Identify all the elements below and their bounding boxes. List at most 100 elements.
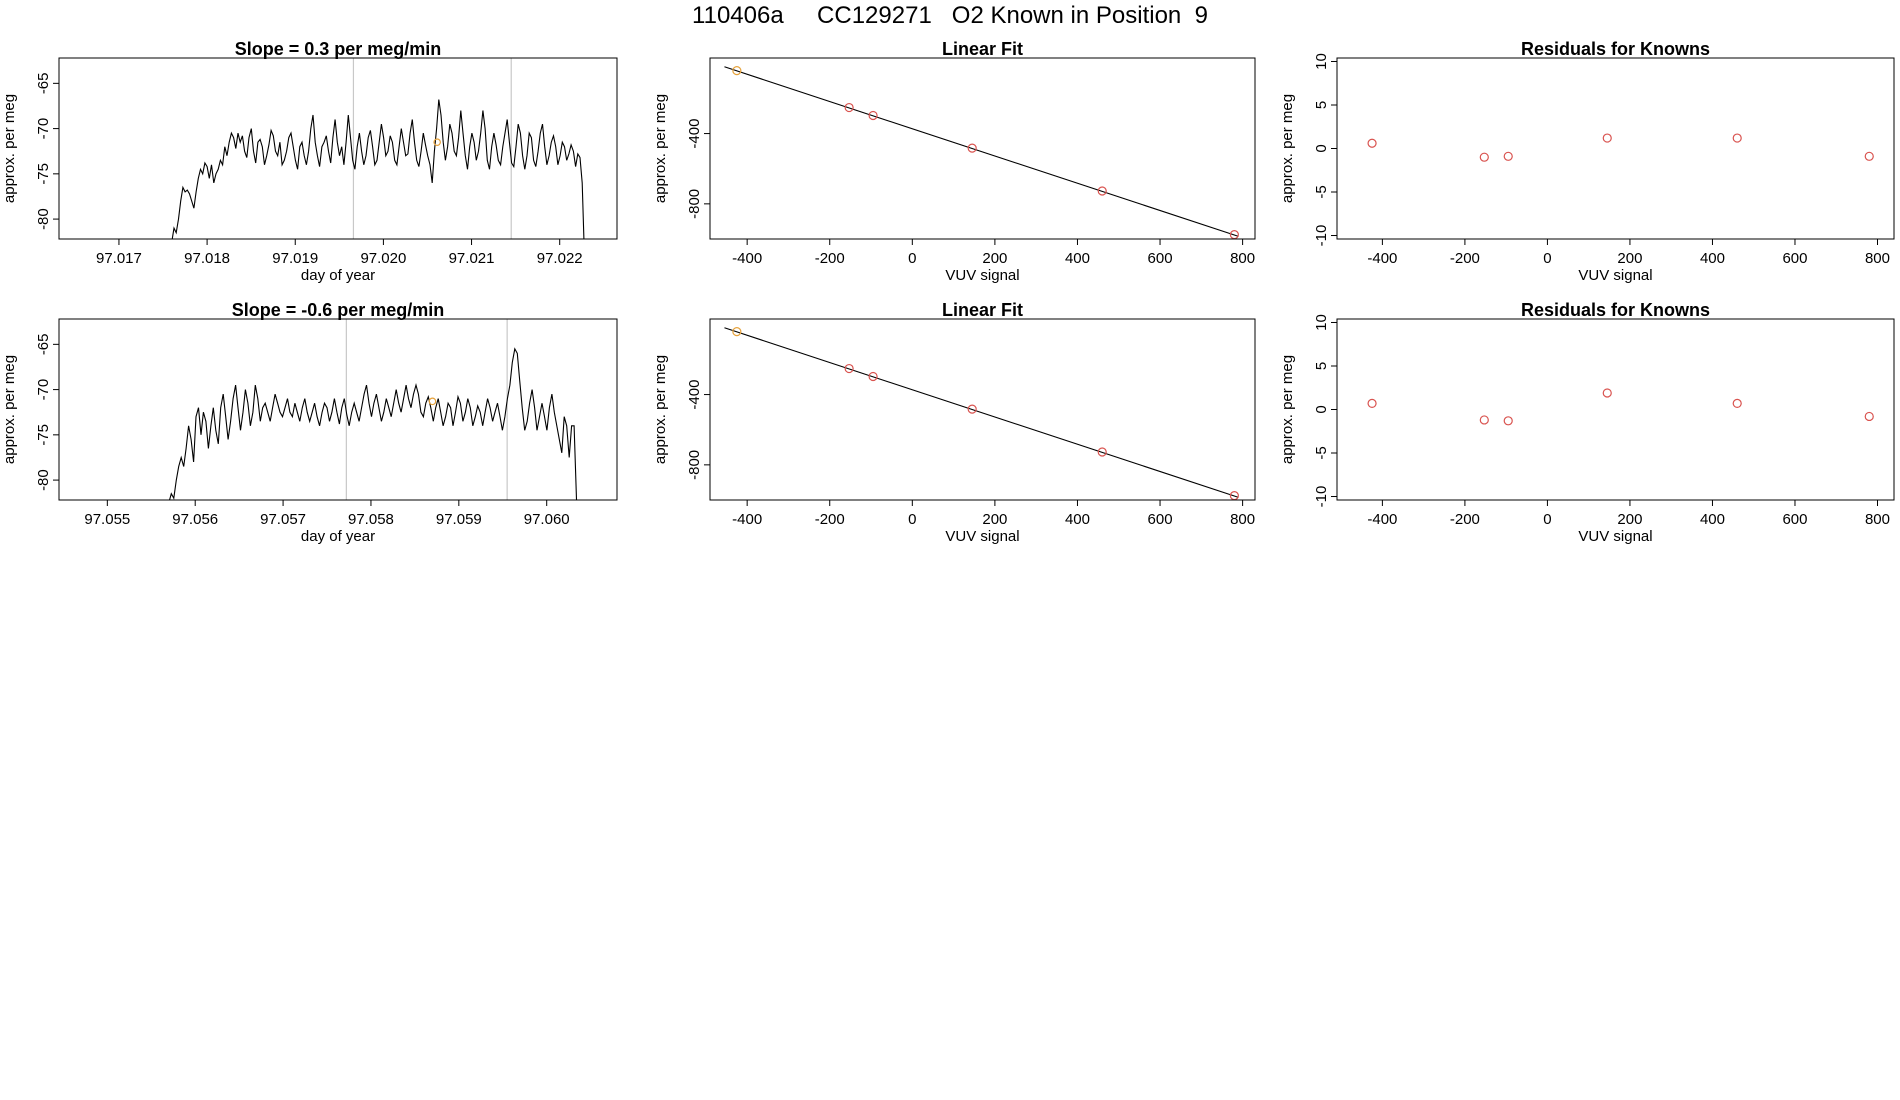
x-tick-label: -400 bbox=[1367, 250, 1397, 267]
plot-frame bbox=[709, 318, 1256, 501]
data-point bbox=[1479, 415, 1489, 425]
series-line bbox=[171, 99, 585, 239]
x-tick-label: -200 bbox=[1450, 511, 1480, 528]
data-point bbox=[844, 102, 854, 113]
figure-title: 110406a CC129271 O2 Known in Position 9 bbox=[692, 2, 1208, 29]
x-tick-label: 0 bbox=[1543, 250, 1551, 267]
x-tick-label: 200 bbox=[982, 250, 1007, 267]
y-tick-label: -65 bbox=[35, 72, 52, 94]
y-tick-label: 0 bbox=[1313, 144, 1330, 152]
x-tick-label: 200 bbox=[982, 511, 1007, 528]
y-tick-label: -80 bbox=[35, 469, 52, 491]
data-point bbox=[1097, 186, 1107, 196]
fit-line bbox=[724, 66, 1239, 237]
y-tick-label: -70 bbox=[35, 118, 52, 140]
data-point bbox=[1732, 398, 1742, 409]
y-tick-label: -70 bbox=[35, 379, 52, 401]
data-point bbox=[732, 327, 742, 337]
plot-data bbox=[724, 327, 1239, 500]
plot-frame bbox=[1336, 318, 1895, 501]
y-tick-label: -5 bbox=[1313, 185, 1330, 198]
x-tick-label: 800 bbox=[1865, 511, 1890, 528]
panel-title: Slope = -0.6 per meg/min bbox=[232, 300, 445, 320]
data-point bbox=[967, 404, 977, 414]
panel-title: Linear Fit bbox=[942, 300, 1023, 320]
y-tick-label: 10 bbox=[1313, 53, 1330, 70]
y-tick-label: -80 bbox=[35, 208, 52, 230]
y-tick-label: -75 bbox=[35, 424, 52, 446]
x-tick-label: -200 bbox=[815, 250, 845, 267]
y-tick-label: -800 bbox=[686, 450, 703, 480]
data-point bbox=[1864, 411, 1874, 422]
y-tick-label: -5 bbox=[1313, 446, 1330, 459]
x-tick-label: 97.017 bbox=[96, 250, 142, 267]
chart-panel-timeseries-row2: Slope = -0.6 per meg/min 97.055 97.056 97.0… bbox=[1, 300, 618, 545]
plot-frame bbox=[709, 57, 1256, 240]
x-tick-label: 800 bbox=[1230, 250, 1255, 267]
y-tick-label: -800 bbox=[686, 189, 703, 219]
data-point bbox=[967, 143, 977, 153]
panel-title: Residuals for Knowns bbox=[1521, 39, 1710, 59]
x-tick-label: -200 bbox=[1450, 250, 1480, 267]
chart-panel-residuals-row1: Residuals for Knowns -400 -200 0 200 400 600 80… bbox=[1279, 39, 1895, 284]
y-tick-label: 5 bbox=[1313, 362, 1330, 370]
x-axis-label: VUV signal bbox=[945, 267, 1019, 284]
x-tick-label: 0 bbox=[908, 250, 916, 267]
y-axis-label: approx. per meg bbox=[1279, 355, 1296, 464]
panel-title: Slope = 0.3 per meg/min bbox=[235, 39, 442, 59]
x-tick-label: 800 bbox=[1865, 250, 1890, 267]
y-tick-label: 10 bbox=[1313, 314, 1330, 331]
plot-frame bbox=[58, 57, 618, 240]
x-tick-label: 600 bbox=[1148, 250, 1173, 267]
plot-data bbox=[168, 347, 578, 500]
data-point bbox=[732, 66, 742, 76]
x-axis-label: VUV signal bbox=[1578, 528, 1652, 545]
x-tick-label: 97.056 bbox=[172, 511, 218, 528]
highlight-point bbox=[433, 138, 441, 146]
data-point bbox=[1097, 447, 1107, 457]
data-point bbox=[1602, 133, 1612, 143]
y-tick-label: 0 bbox=[1313, 405, 1330, 413]
data-point bbox=[1732, 133, 1742, 143]
x-tick-label: 600 bbox=[1148, 511, 1173, 528]
x-tick-label: 97.020 bbox=[360, 250, 406, 267]
data-point bbox=[1367, 398, 1377, 409]
x-tick-label: -400 bbox=[732, 250, 762, 267]
x-tick-label: 400 bbox=[1700, 250, 1725, 267]
y-axis-label: approx. per meg bbox=[1, 94, 18, 203]
fit-line bbox=[724, 327, 1239, 498]
x-tick-label: 97.059 bbox=[436, 511, 482, 528]
data-point bbox=[1503, 151, 1513, 161]
x-tick-label: 0 bbox=[908, 511, 916, 528]
y-tick-label: -400 bbox=[686, 119, 703, 149]
plot-data bbox=[1367, 133, 1874, 162]
x-tick-label: -400 bbox=[1367, 511, 1397, 528]
series-line bbox=[168, 347, 578, 500]
panel-title: Residuals for Knowns bbox=[1521, 300, 1710, 320]
plot-frame bbox=[58, 318, 618, 501]
x-tick-label: 97.058 bbox=[348, 511, 394, 528]
x-tick-label: 600 bbox=[1782, 250, 1807, 267]
y-axis-label: approx. per meg bbox=[652, 355, 669, 464]
plot-frame bbox=[1336, 57, 1895, 240]
x-tick-label: 200 bbox=[1617, 511, 1642, 528]
x-tick-label: 97.018 bbox=[184, 250, 230, 267]
x-axis-label: day of year bbox=[301, 528, 375, 545]
data-point bbox=[1367, 138, 1377, 148]
chart-panel-timeseries-row1: Slope = 0.3 per meg/min 97.017 97.018 97.01… bbox=[1, 39, 618, 284]
x-tick-label: 97.022 bbox=[537, 250, 583, 267]
x-axis-label: day of year bbox=[301, 267, 375, 284]
plot-data bbox=[1367, 388, 1874, 426]
plot-data bbox=[724, 66, 1239, 239]
x-tick-label: 400 bbox=[1065, 250, 1090, 267]
x-tick-label: 200 bbox=[1617, 250, 1642, 267]
data-point bbox=[1864, 151, 1874, 161]
y-tick-label: -75 bbox=[35, 163, 52, 185]
y-tick-label: -65 bbox=[35, 333, 52, 355]
x-tick-label: 97.021 bbox=[449, 250, 495, 267]
y-tick-label: -10 bbox=[1313, 225, 1330, 247]
y-tick-label: -10 bbox=[1313, 486, 1330, 508]
x-tick-label: 400 bbox=[1065, 511, 1090, 528]
data-point bbox=[1479, 152, 1489, 162]
